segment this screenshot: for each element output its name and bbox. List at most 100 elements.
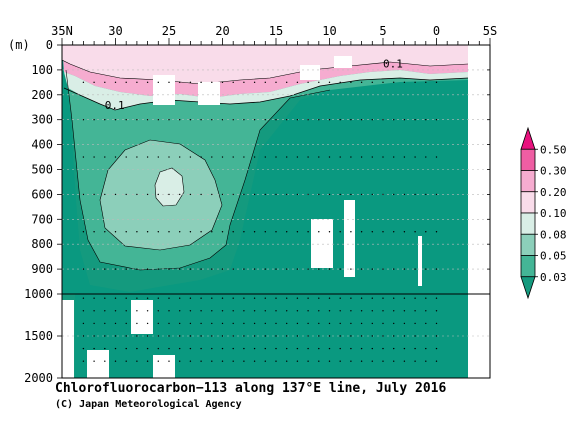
sample-dot xyxy=(307,156,309,158)
sample-dot xyxy=(382,310,384,312)
sample-dot xyxy=(296,297,299,299)
sample-dot xyxy=(350,156,352,158)
sample-dot xyxy=(403,310,406,312)
x-tick-label: 20 xyxy=(215,24,229,38)
sample-dot xyxy=(157,310,159,312)
x-tick-label: 5 xyxy=(379,24,386,38)
missing-data-block xyxy=(300,65,320,80)
sample-dot xyxy=(414,335,416,337)
sample-dot xyxy=(296,231,299,233)
sample-dot xyxy=(93,193,95,196)
sample-dot xyxy=(189,335,192,337)
sample-dot xyxy=(114,268,117,270)
sample-dot xyxy=(360,322,363,325)
sample-dot xyxy=(393,347,395,350)
sample-dot xyxy=(360,231,363,233)
sample-dot xyxy=(157,335,159,337)
sample-dot xyxy=(104,231,106,233)
sample-dot xyxy=(318,119,320,121)
sample-dot xyxy=(275,335,277,337)
sample-dot xyxy=(253,119,256,121)
sample-dot xyxy=(221,193,224,196)
sample-dot xyxy=(104,156,106,158)
y-tick-label: 300 xyxy=(31,113,53,127)
sample-dot xyxy=(211,347,213,350)
y-axis: 0 100 200 300 400 500 600 700 800 900 1000 1500 2000 xyxy=(24,38,490,385)
sample-dot xyxy=(307,193,309,196)
sample-dot xyxy=(200,335,202,337)
sample-dot xyxy=(425,193,427,196)
sample-dot xyxy=(253,360,256,362)
sample-dot xyxy=(393,193,395,196)
sample-dot xyxy=(253,193,256,196)
sample-dot xyxy=(318,156,320,158)
sample-dot xyxy=(264,268,266,270)
sample-dot xyxy=(296,193,299,196)
sample-dot xyxy=(286,310,288,312)
sample-dot xyxy=(253,297,256,299)
sample-dot xyxy=(211,268,213,270)
x-tick-label: 25 xyxy=(162,24,176,38)
sample-dot xyxy=(371,156,373,158)
sample-dot xyxy=(93,335,95,337)
sample-dot xyxy=(371,193,373,196)
sample-dot xyxy=(168,297,170,299)
sample-dot xyxy=(189,322,192,325)
sample-dot xyxy=(136,268,138,270)
colorbar-label: 0.10 xyxy=(540,207,567,220)
sample-dot xyxy=(371,347,373,350)
sample-dot xyxy=(253,231,256,233)
sample-dot xyxy=(189,119,192,121)
missing-data-block xyxy=(153,355,175,378)
sample-dot xyxy=(382,193,384,196)
sample-dot xyxy=(136,81,138,84)
sample-dot xyxy=(179,193,181,196)
sample-dot xyxy=(339,119,341,121)
sample-dot xyxy=(104,310,106,312)
sample-dot xyxy=(403,156,406,158)
sample-dot xyxy=(136,231,138,233)
sample-dot xyxy=(275,156,277,158)
chart-credit: (C) Japan Meteorological Agency xyxy=(55,398,242,410)
sample-dot xyxy=(403,193,406,196)
sample-dot xyxy=(350,310,352,312)
sample-dot xyxy=(146,335,149,337)
sample-dot xyxy=(253,268,256,270)
sample-dot xyxy=(371,360,373,362)
sample-dot xyxy=(296,119,299,121)
sample-dot xyxy=(435,231,438,233)
sample-dot xyxy=(211,119,213,121)
sample-dot xyxy=(168,119,170,121)
sample-dot xyxy=(104,335,106,337)
sample-dot xyxy=(371,81,373,84)
sample-dot xyxy=(296,310,299,312)
x-tick-label: 10 xyxy=(322,24,336,38)
sample-dot xyxy=(286,231,288,233)
sample-dot xyxy=(350,119,352,121)
sample-dot xyxy=(435,322,438,325)
colorbar-label: 0.08 xyxy=(540,228,567,241)
sample-dot xyxy=(200,156,202,158)
sample-dot xyxy=(393,268,395,270)
contour-label: 0.1 xyxy=(383,58,403,71)
sample-dot xyxy=(275,360,277,362)
y-tick-label: 400 xyxy=(31,138,53,152)
contour-labels: 0.1 0.1 xyxy=(105,58,403,112)
sample-dot xyxy=(221,335,224,337)
sample-dot xyxy=(82,156,85,158)
sample-dot xyxy=(275,347,277,350)
sample-dot xyxy=(200,347,202,350)
sample-dot xyxy=(425,268,427,270)
sample-dot xyxy=(403,322,406,325)
sample-dot xyxy=(125,335,127,337)
sample-dot xyxy=(264,193,266,196)
sample-dot xyxy=(125,322,127,325)
sample-dot xyxy=(104,297,106,299)
sample-dot xyxy=(350,193,352,196)
sample-dot xyxy=(114,156,117,158)
sample-dot xyxy=(286,268,288,270)
sample-dot xyxy=(243,156,245,158)
sample-dot xyxy=(243,193,245,196)
sample-dot xyxy=(264,119,266,121)
sample-dot xyxy=(125,231,127,233)
